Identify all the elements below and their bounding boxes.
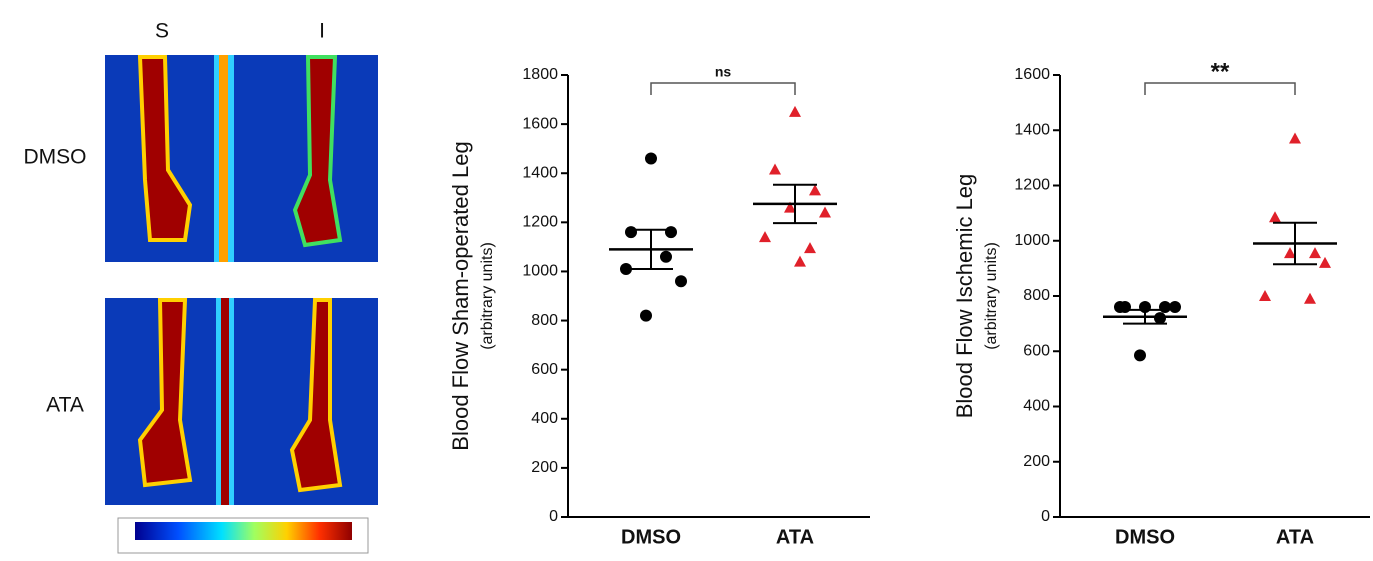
data-point <box>1309 247 1321 259</box>
data-point <box>675 275 687 288</box>
significance-label: ** <box>1211 58 1230 85</box>
data-point <box>1284 247 1296 259</box>
x-tick-label: DMSO <box>1115 526 1175 548</box>
y-tick-label: 0 <box>549 508 558 525</box>
data-point <box>794 255 806 267</box>
data-point <box>1269 211 1281 223</box>
y-tick-label: 1400 <box>522 164 558 181</box>
y-tick-label: 400 <box>1023 398 1050 415</box>
y-tick-label: 800 <box>1023 287 1050 304</box>
y-axis-title: Blood Flow Ischemic Leg <box>952 174 977 419</box>
y-tick-label: 1000 <box>1014 232 1050 249</box>
data-point <box>1304 292 1316 304</box>
data-point <box>625 226 637 239</box>
color-bar <box>135 522 352 540</box>
data-point <box>804 242 816 254</box>
y-tick-label: 1200 <box>522 214 558 231</box>
y-tick-label: 400 <box>531 410 558 427</box>
significance-bracket <box>1144 82 1296 95</box>
y-tick-label: 1400 <box>1014 121 1050 138</box>
data-point <box>660 250 672 263</box>
doppler-image <box>105 55 378 262</box>
data-point <box>1169 301 1181 314</box>
y-tick-label: 1000 <box>522 263 558 280</box>
x-tick-label: ATA <box>776 526 814 548</box>
data-point <box>759 231 771 243</box>
data-point <box>620 262 632 275</box>
data-point <box>1154 312 1166 325</box>
y-tick-label: 800 <box>531 312 558 329</box>
significance-label: ns <box>715 64 732 80</box>
y-axis-title: Blood Flow Sham-operated Leg <box>448 141 473 450</box>
x-tick-label: DMSO <box>621 526 681 548</box>
data-point <box>789 105 801 117</box>
error-bar <box>1273 221 1317 266</box>
doppler-image <box>105 298 378 505</box>
error-bar <box>773 183 817 225</box>
y-tick-label: 1800 <box>522 66 558 83</box>
data-point <box>1319 256 1331 268</box>
column-label: S <box>155 20 169 43</box>
data-point <box>1114 301 1126 314</box>
data-point <box>665 226 677 239</box>
data-point <box>819 206 831 218</box>
data-point <box>809 184 821 196</box>
data-point <box>645 152 657 165</box>
y-tick-label: 1600 <box>1014 66 1050 83</box>
error-bar <box>629 228 673 270</box>
error-bar <box>1123 308 1167 325</box>
data-point <box>1134 349 1146 362</box>
row-label: ATA <box>46 394 84 417</box>
y-axis-subtitle: (arbitrary units) <box>479 242 496 350</box>
data-point <box>1289 132 1301 144</box>
data-point <box>1259 290 1271 301</box>
row-label: DMSO <box>24 146 87 169</box>
y-tick-label: 600 <box>1023 342 1050 359</box>
y-axis-subtitle: (arbitrary units) <box>983 242 1000 350</box>
data-point <box>769 163 781 175</box>
significance-bracket <box>650 82 796 95</box>
y-tick-label: 1200 <box>1014 177 1050 194</box>
data-point <box>784 201 796 213</box>
y-tick-label: 600 <box>531 361 558 378</box>
data-point <box>640 309 652 322</box>
y-tick-label: 0 <box>1041 508 1050 525</box>
y-tick-label: 1600 <box>522 115 558 132</box>
y-tick-label: 200 <box>1023 453 1050 470</box>
x-tick-label: ATA <box>1276 526 1314 548</box>
y-tick-label: 200 <box>531 459 558 476</box>
column-label: I <box>319 20 325 43</box>
